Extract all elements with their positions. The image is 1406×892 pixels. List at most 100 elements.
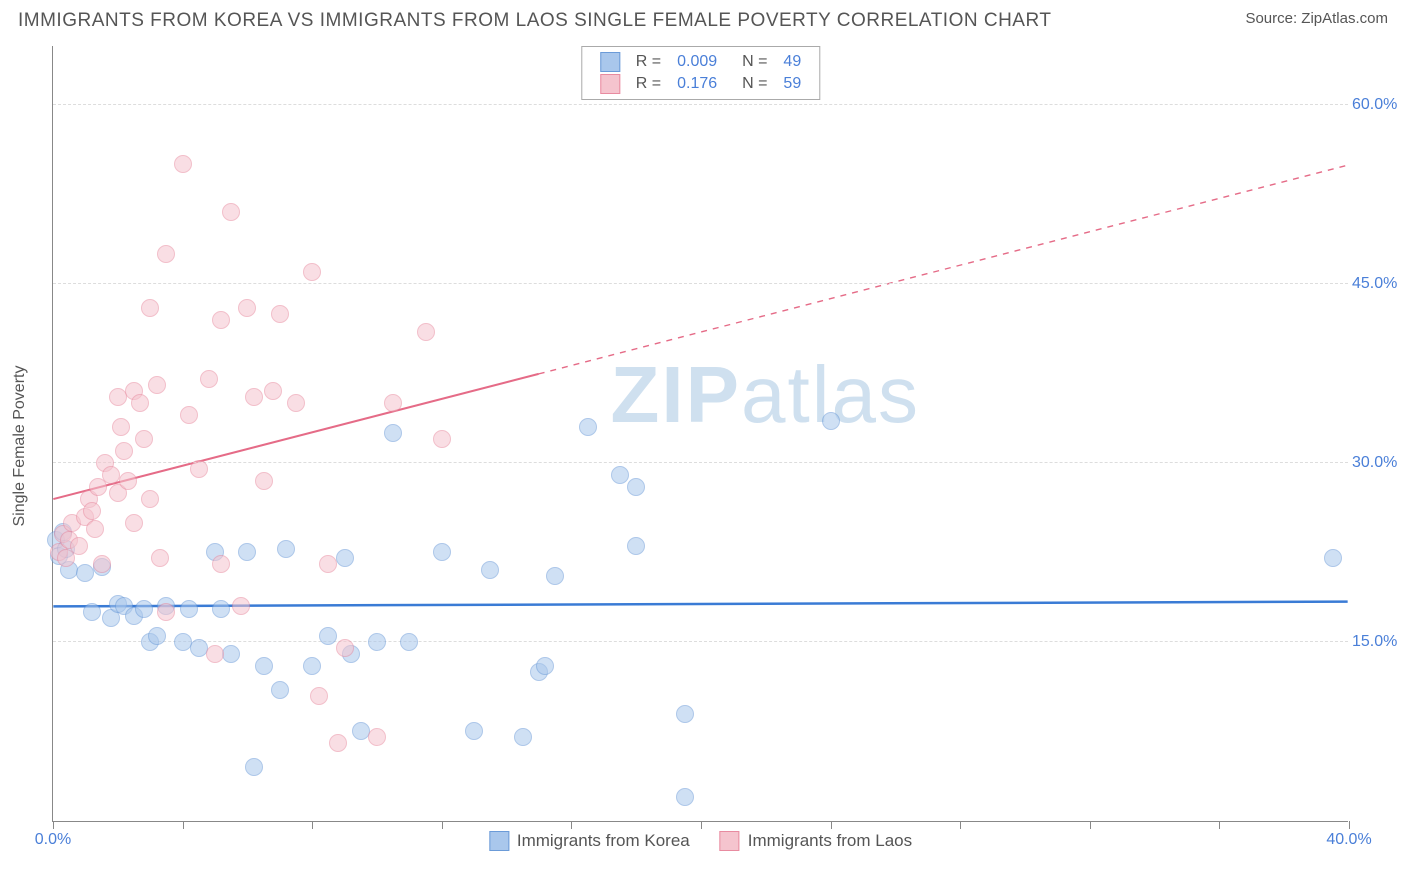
scatter-point-korea [180,600,198,618]
x-tick [831,821,832,829]
legend-swatch-korea [600,52,620,72]
scatter-point-korea [627,478,645,496]
legend-R-value: 0.176 [669,73,725,95]
legend-R-label: R = [628,51,669,73]
scatter-point-korea [514,728,532,746]
scatter-point-laos [433,430,451,448]
scatter-point-laos [83,502,101,520]
scatter-point-laos [238,299,256,317]
scatter-point-laos [115,442,133,460]
scatter-point-laos [206,645,224,663]
scatter-point-korea [384,424,402,442]
scatter-point-korea [465,722,483,740]
scatter-point-laos [200,370,218,388]
scatter-point-laos [329,734,347,752]
legend-item-korea: Immigrants from Korea [489,831,690,851]
scatter-point-korea [611,466,629,484]
scatter-point-laos [319,555,337,573]
scatter-point-laos [119,472,137,490]
legend-item-laos: Immigrants from Laos [720,831,912,851]
scatter-point-korea [212,600,230,618]
scatter-point-laos [368,728,386,746]
scatter-point-korea [627,537,645,555]
legend-label: Immigrants from Laos [748,831,912,851]
scatter-point-laos [180,406,198,424]
y-tick-label: 15.0% [1352,633,1398,651]
scatter-point-laos [141,490,159,508]
legend-row-korea: R =0.009 N =49 [592,51,809,73]
scatter-point-laos [417,323,435,341]
scatter-point-korea [536,657,554,675]
legend-swatch-laos [720,831,740,851]
y-tick-label: 30.0% [1352,454,1398,472]
gridline [53,462,1348,463]
gridline [53,641,1348,642]
y-tick-label: 60.0% [1352,96,1398,114]
scatter-point-korea [368,633,386,651]
x-tick-label: 40.0% [1326,831,1371,849]
scatter-point-laos [287,394,305,412]
scatter-point-korea [271,681,289,699]
x-tick [183,821,184,829]
x-tick [312,821,313,829]
scatter-point-laos [93,555,111,573]
scatter-point-korea [148,627,166,645]
legend-swatch-korea [489,831,509,851]
scatter-point-laos [336,639,354,657]
scatter-point-laos [131,394,149,412]
scatter-point-korea [238,543,256,561]
legend-N-value: 59 [775,73,809,95]
scatter-point-korea [245,758,263,776]
scatter-point-laos [157,603,175,621]
scatter-point-laos [174,155,192,173]
scatter-point-laos [212,555,230,573]
scatter-point-laos [151,549,169,567]
x-tick [442,821,443,829]
legend-swatch-laos [600,74,620,94]
x-tick [701,821,702,829]
scatter-point-laos [255,472,273,490]
scatter-point-laos [157,245,175,263]
trend-line-dashed-laos [539,165,1348,374]
scatter-point-korea [255,657,273,675]
scatter-point-laos [112,418,130,436]
scatter-point-korea [822,412,840,430]
legend-row-laos: R =0.176 N =59 [592,73,809,95]
scatter-point-korea [319,627,337,645]
legend-label: Immigrants from Korea [517,831,690,851]
scatter-point-laos [135,430,153,448]
scatter-point-korea [433,543,451,561]
x-tick [53,821,54,829]
scatter-point-laos [303,263,321,281]
legend-R-value: 0.009 [669,51,725,73]
scatter-point-korea [676,705,694,723]
x-tick [1219,821,1220,829]
scatter-point-korea [222,645,240,663]
legend-N-label: N = [725,73,775,95]
y-axis-label: Single Female Poverty [11,366,29,527]
scatter-chart: ZIPatlas R =0.009 N =49R =0.176 N =59 Im… [52,46,1348,822]
scatter-point-laos [222,203,240,221]
legend-N-label: N = [725,51,775,73]
scatter-point-laos [190,460,208,478]
y-tick-label: 45.0% [1352,275,1398,293]
x-tick [571,821,572,829]
legend-correlation-box: R =0.009 N =49R =0.176 N =59 [581,46,820,100]
scatter-point-laos [86,520,104,538]
scatter-point-korea [546,567,564,585]
scatter-point-korea [336,549,354,567]
scatter-point-laos [384,394,402,412]
scatter-point-korea [400,633,418,651]
scatter-point-laos [264,382,282,400]
x-tick [1090,821,1091,829]
gridline [53,283,1348,284]
scatter-point-korea [135,600,153,618]
scatter-point-laos [141,299,159,317]
scatter-point-laos [148,376,166,394]
scatter-point-laos [310,687,328,705]
scatter-point-laos [125,514,143,532]
scatter-point-korea [579,418,597,436]
chart-source: Source: ZipAtlas.com [1245,10,1388,27]
legend-R-label: R = [628,73,669,95]
chart-title: IMMIGRANTS FROM KOREA VS IMMIGRANTS FROM… [18,10,1051,32]
